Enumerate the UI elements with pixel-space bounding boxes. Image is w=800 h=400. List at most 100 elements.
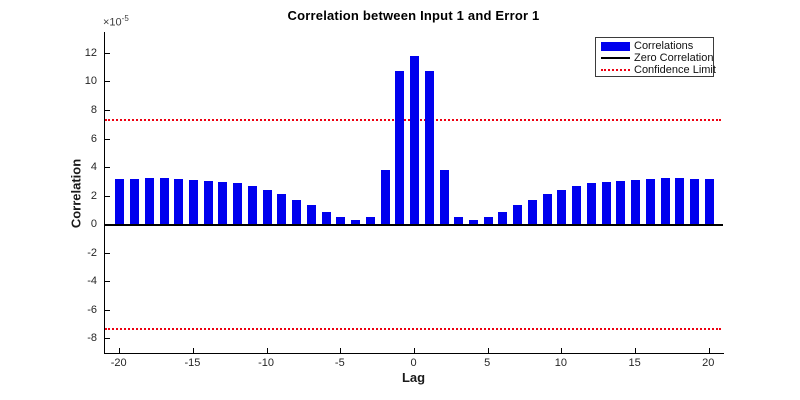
y-tick [105, 281, 110, 283]
correlation-bar [159, 178, 169, 225]
x-tick-label: -10 [258, 357, 275, 369]
chart-title: Correlation between Input 1 and Error 1 [287, 8, 540, 23]
x-tick [119, 348, 121, 353]
correlation-bar [351, 220, 360, 225]
correlation-bar [410, 55, 419, 225]
x-tick-label: 20 [702, 357, 715, 369]
y-tick-label: 8 [90, 104, 97, 116]
y-tick-label: 2 [90, 189, 97, 202]
correlation-bar [572, 186, 582, 225]
correlation-bar [631, 180, 641, 225]
correlation-bar [336, 216, 346, 225]
y-tick [105, 309, 110, 311]
y-tick [105, 195, 110, 197]
y-tick-label: 12 [84, 46, 97, 59]
x-tick-label: -5 [334, 357, 345, 369]
y-tick [105, 252, 110, 254]
correlation-bar [498, 211, 508, 225]
correlation-bar [395, 70, 405, 225]
correlation-bar [542, 193, 552, 225]
correlation-bar [233, 183, 243, 225]
x-tick-label: -15 [184, 357, 201, 369]
x-tick [561, 348, 563, 353]
x-tick-label: -20 [110, 357, 127, 369]
correlation-bar [188, 180, 198, 225]
correlation-bar [262, 189, 272, 225]
x-tick [340, 348, 342, 353]
y-tick [105, 338, 110, 340]
y-axis-multiplier-exponent: -5 [121, 14, 129, 23]
y-tick-label: -8 [87, 332, 97, 345]
x-tick-label: 0 [410, 357, 417, 369]
correlation-bar [645, 178, 655, 225]
y-tick-label: -6 [87, 303, 97, 316]
y-tick [105, 110, 110, 111]
correlation-bar [306, 205, 316, 225]
correlation-bar [247, 186, 257, 225]
correlation-bar [675, 178, 685, 225]
x-tick-label: 15 [628, 357, 641, 369]
x-tick [487, 348, 489, 353]
correlation-bar [365, 216, 375, 225]
dotted-line-swatch-icon [601, 69, 630, 71]
correlation-bar [115, 178, 125, 225]
x-tick-label: 5 [484, 357, 491, 369]
y-tick [105, 81, 110, 83]
y-axis-multiplier-base: ×10 [103, 16, 122, 29]
correlation-bar [144, 178, 154, 225]
correlation-bar [292, 199, 302, 225]
x-tick-label: 10 [554, 357, 568, 369]
x-tick [266, 348, 268, 353]
correlation-bar [174, 178, 184, 225]
correlation-bar [660, 178, 670, 225]
correlation-bar [277, 193, 287, 225]
correlation-bar [454, 216, 464, 225]
correlation-bar [690, 178, 699, 225]
y-tick [105, 52, 110, 54]
legend: Correlations Zero Correlation Confidence… [595, 37, 716, 77]
correlation-bar [203, 181, 213, 225]
correlation-bar [483, 216, 493, 225]
correlation-bar [513, 205, 523, 225]
x-tick [192, 348, 194, 353]
y-tick [105, 167, 110, 168]
legend-item-confidence-limit: Confidence Limit [596, 64, 716, 76]
legend-item-correlations: Correlations [596, 40, 713, 52]
x-tick [414, 348, 415, 353]
y-axis-multiplier: ×10-5 [103, 14, 129, 29]
legend-label: Correlations [634, 40, 694, 52]
correlation-bar [218, 181, 228, 225]
plot-area [104, 32, 724, 354]
correlation-bar [469, 220, 478, 225]
correlation-bar [616, 181, 626, 225]
zero-correlation-line [105, 223, 723, 226]
y-tick [105, 224, 110, 226]
correlation-bar [557, 189, 567, 225]
y-tick-label: 10 [84, 75, 97, 88]
y-tick-label: 6 [90, 132, 97, 145]
confidence-limit-line [105, 328, 721, 331]
bar-swatch-icon [601, 41, 630, 51]
x-axis-label: Lag [401, 370, 426, 385]
correlation-bar [439, 169, 449, 225]
correlation-bar [380, 169, 390, 225]
y-tick-label: 0 [90, 218, 97, 231]
correlation-bar [586, 183, 596, 225]
correlation-bar [321, 211, 331, 225]
y-tick-label: -2 [87, 246, 97, 259]
correlation-bar [130, 178, 139, 225]
y-tick [105, 138, 110, 140]
legend-item-zero-correlation: Zero Correlation [596, 52, 713, 64]
correlation-bar [601, 181, 611, 225]
x-tick [708, 348, 710, 353]
correlation-bar [424, 70, 434, 225]
legend-label: Zero Correlation [634, 52, 714, 64]
x-tick [635, 348, 637, 353]
legend-label: Confidence Limit [634, 64, 716, 76]
correlation-bar [704, 178, 714, 225]
y-tick-label: 4 [90, 161, 97, 173]
y-tick-label: -4 [87, 275, 97, 288]
solid-line-swatch-icon [601, 57, 630, 59]
correlation-bar [527, 199, 537, 225]
